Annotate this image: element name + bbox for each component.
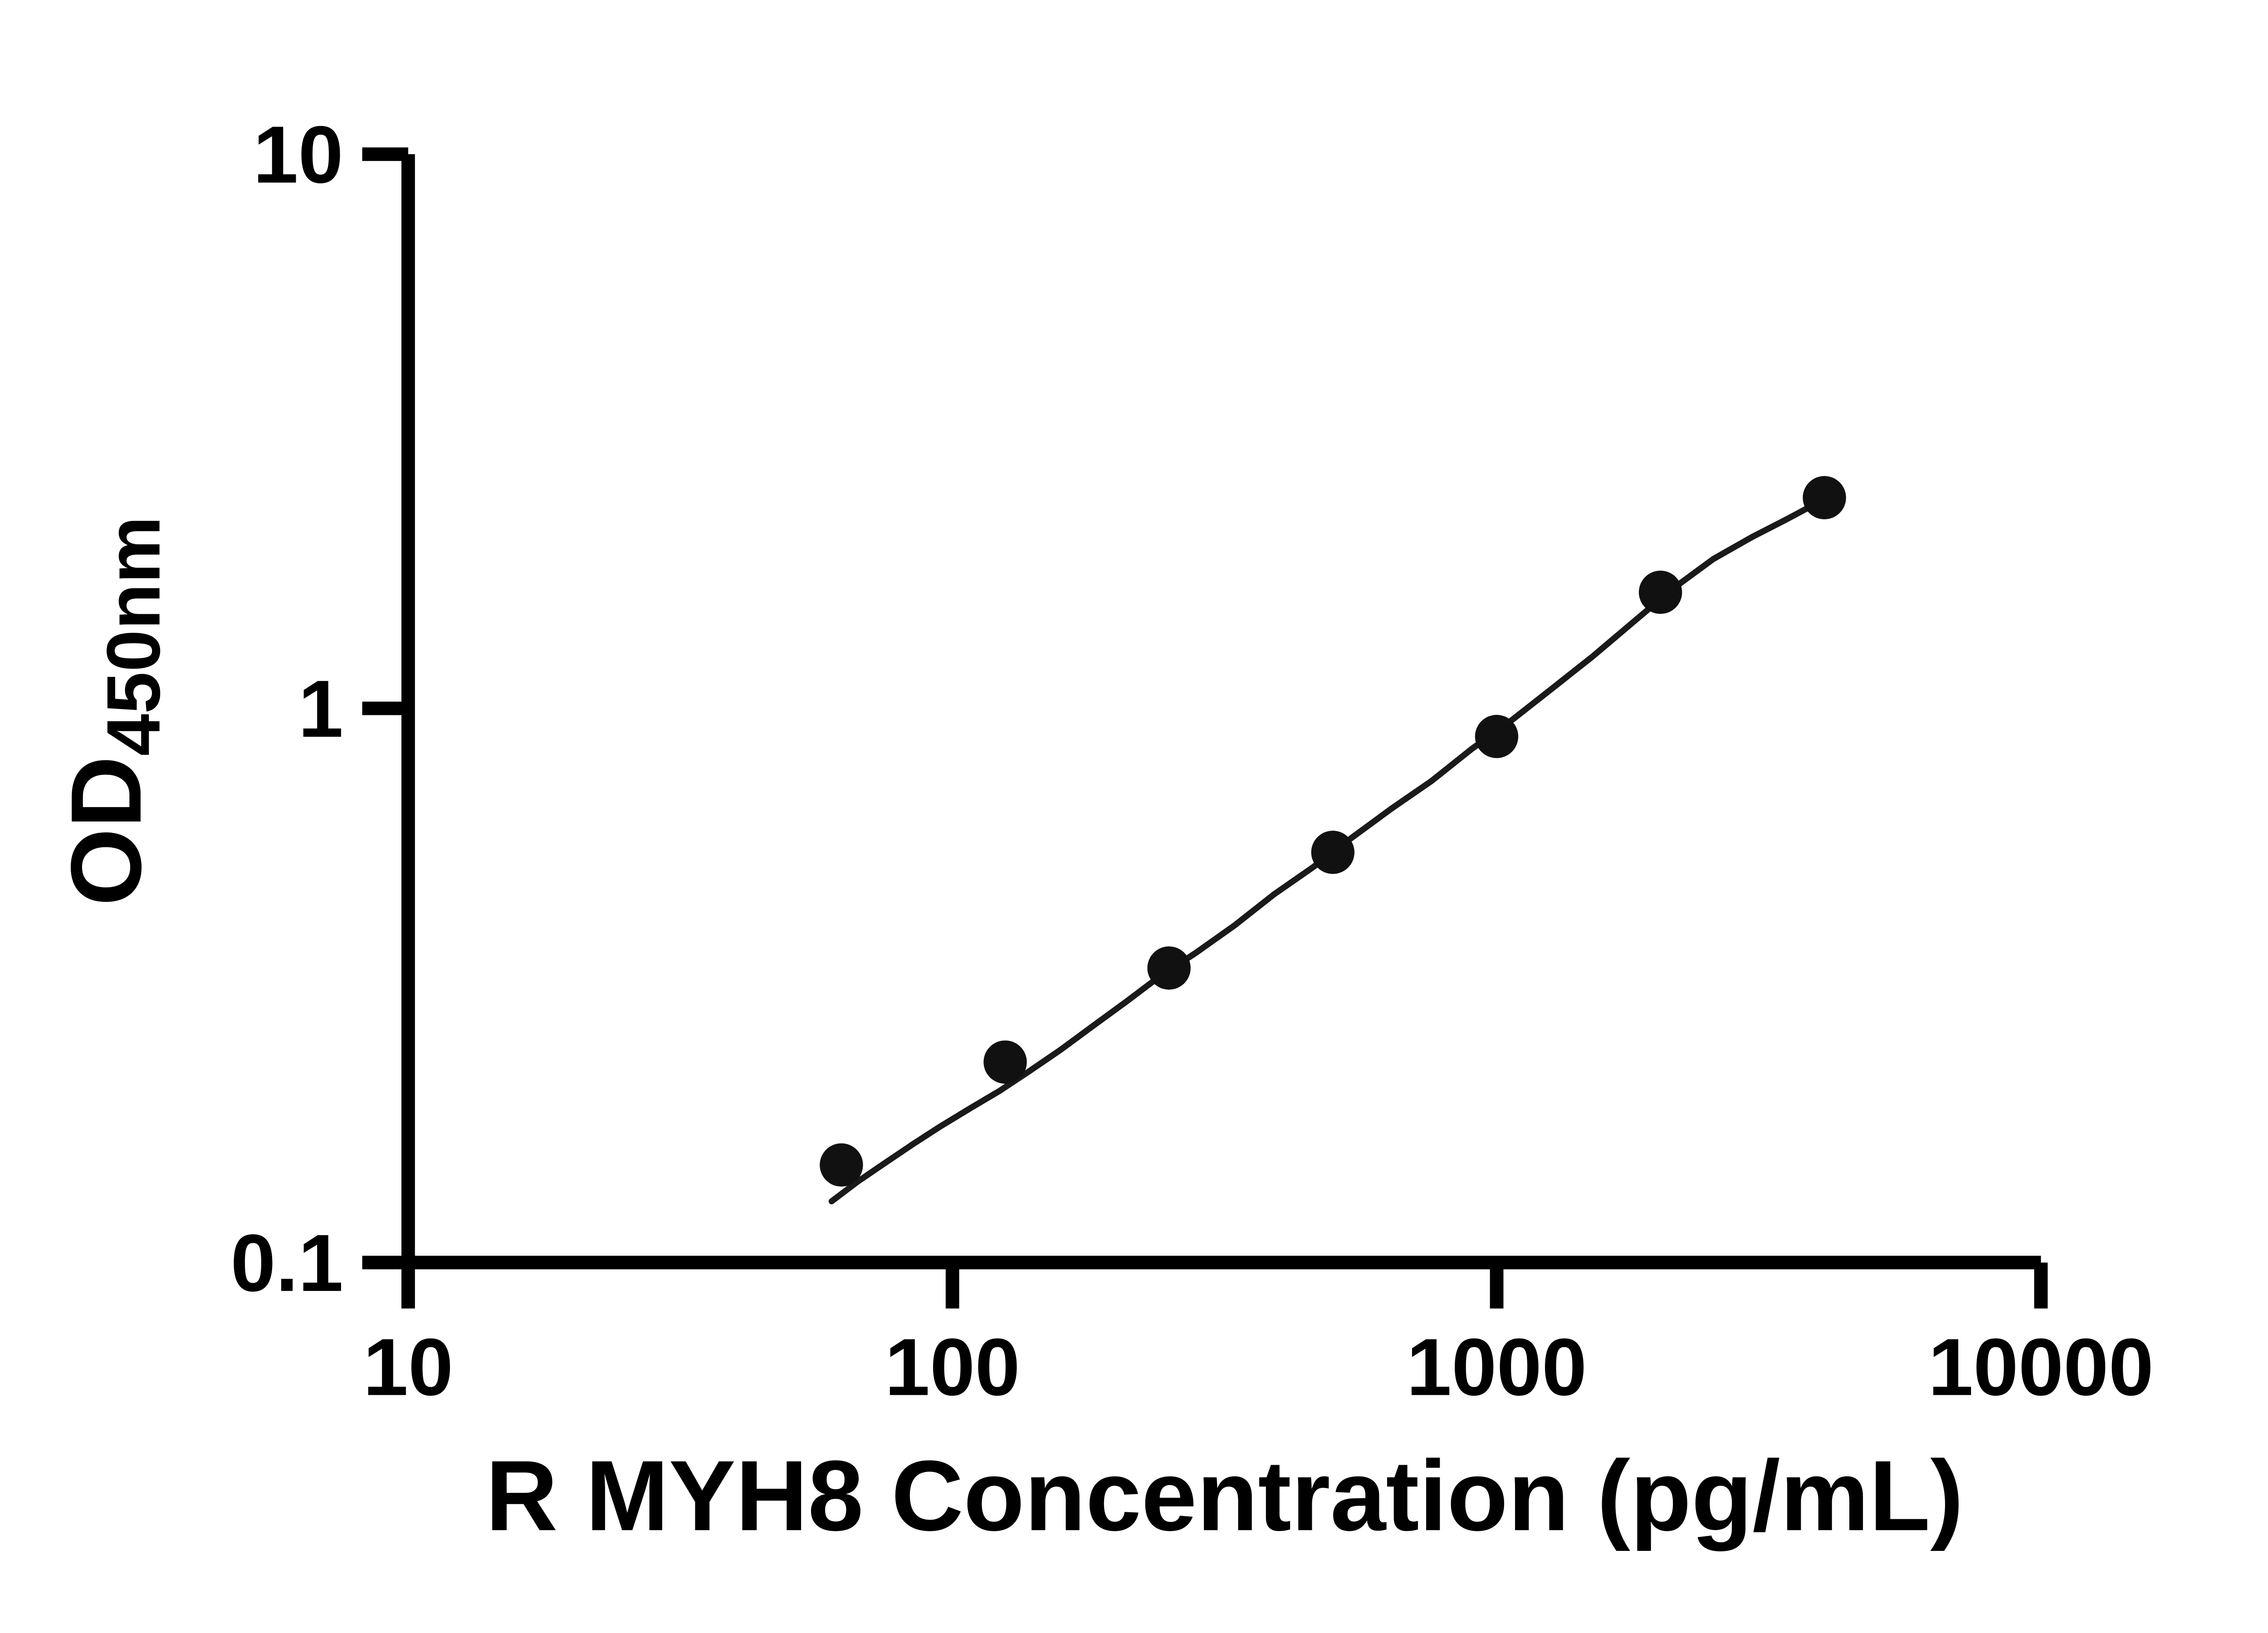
data-point-x250	[1147, 946, 1191, 990]
data-point-x2000	[1638, 570, 1682, 614]
data-point-x62.5	[820, 1143, 863, 1187]
y-axis-title-subscript: 450nm	[92, 516, 176, 756]
x-tick-label-10000: 10000	[1928, 1321, 2154, 1412]
data-point-x125	[983, 1040, 1027, 1084]
x-tick-label-1000: 1000	[1407, 1321, 1587, 1412]
y-tick-label-0.1: 0.1	[230, 1217, 343, 1308]
data-point-x4000	[1803, 476, 1846, 519]
y-axis-title: OD450nm	[50, 516, 176, 906]
y-tick-label-10: 10	[253, 109, 343, 200]
data-point-x500	[1311, 831, 1354, 874]
y-tick-label-1: 1	[298, 663, 343, 754]
data-point-x1000	[1475, 714, 1519, 758]
plot-area: 10 100 1000 10000 0.1 1 10	[230, 109, 2154, 1413]
x-axis-title: R MYH8 Concentration (pg/mL)	[485, 1439, 1963, 1551]
x-tick-label-10: 10	[363, 1321, 453, 1412]
x-tick-label-100: 100	[885, 1321, 1020, 1412]
y-axis-title-main: OD	[50, 756, 162, 906]
